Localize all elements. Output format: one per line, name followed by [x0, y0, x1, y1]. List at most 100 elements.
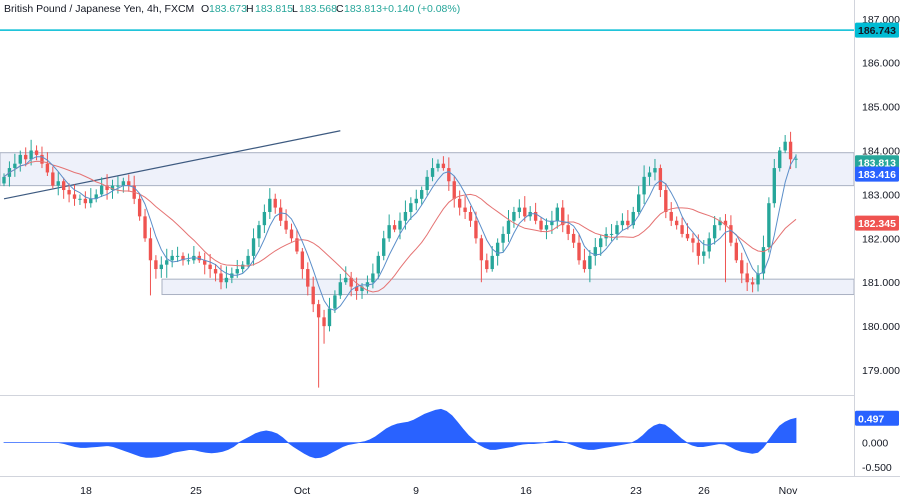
- candle: [311, 276, 315, 313]
- candle: [664, 183, 668, 219]
- trend-line: [3, 130, 341, 200]
- price-tick-label: 181.000: [862, 277, 900, 289]
- oscillator-value-badge: 0.497: [855, 410, 899, 426]
- candle: [783, 135, 787, 154]
- candle: [268, 188, 272, 220]
- candle: [349, 271, 353, 297]
- price-badge-ma-slow: 182.345: [855, 215, 899, 231]
- candle: [137, 194, 142, 221]
- price-axis[interactable]: 187.000186.000185.000184.000183.000182.0…: [862, 14, 900, 377]
- candle: [620, 213, 625, 231]
- candle: [457, 190, 462, 216]
- candle: [387, 214, 391, 242]
- candle: [631, 206, 635, 229]
- candle: [588, 249, 592, 283]
- candle: [295, 229, 299, 255]
- price-tick-label: 182.000: [862, 233, 900, 245]
- time-tick-label: 25: [190, 485, 202, 497]
- time-tick-label: 23: [630, 485, 642, 497]
- candle: [626, 210, 630, 230]
- time-axis[interactable]: 18 25 Oct 9 16 23 26 Nov: [80, 485, 798, 497]
- candle: [306, 262, 310, 296]
- legend-open-value: 183.673: [209, 3, 247, 15]
- candle: [316, 299, 321, 388]
- candle: [452, 176, 456, 208]
- oscillator-area: [3, 408, 797, 459]
- candle: [495, 238, 500, 266]
- legend-low-label: L: [292, 3, 298, 15]
- candle: [56, 172, 60, 196]
- svg-text:183.416: 183.416: [858, 169, 896, 181]
- candle: [647, 166, 652, 186]
- candle: [382, 230, 386, 261]
- candle: [523, 196, 527, 222]
- candle: [609, 224, 614, 241]
- candle: [224, 266, 229, 289]
- candle: [490, 245, 494, 272]
- candle: [246, 249, 250, 268]
- candle: [767, 197, 771, 253]
- candle: [485, 253, 489, 273]
- candle: [506, 210, 511, 242]
- svg-text:0.497: 0.497: [858, 413, 884, 425]
- candle: [441, 156, 446, 171]
- candle: [653, 158, 657, 181]
- candle: [430, 158, 435, 182]
- legend-close-label: C: [336, 3, 344, 15]
- candle: [577, 234, 581, 265]
- candle: [637, 186, 641, 215]
- price-zone: [161, 278, 855, 296]
- legend-close-value: 183.813: [344, 3, 382, 15]
- candle: [501, 226, 505, 252]
- candle: [409, 197, 413, 220]
- oscillator-axis[interactable]: 0.000 -0.500: [862, 438, 892, 474]
- candle: [544, 218, 549, 240]
- candle: [674, 216, 679, 230]
- candle: [376, 251, 380, 279]
- candle: [257, 220, 261, 248]
- candle: [539, 217, 543, 233]
- candle: [479, 234, 484, 283]
- candle: [219, 265, 223, 290]
- candle: [680, 217, 684, 238]
- candle: [61, 177, 66, 199]
- candle: [425, 170, 429, 196]
- candle: [414, 189, 418, 211]
- candle: [72, 184, 77, 206]
- candle: [213, 263, 218, 282]
- candle: [772, 158, 776, 208]
- time-tick-label: 16: [520, 485, 532, 497]
- candle: [83, 191, 88, 209]
- price-tick-label: 183.000: [862, 189, 900, 201]
- price-tick-label: 179.000: [862, 365, 900, 377]
- candle: [289, 223, 294, 242]
- candle: [436, 159, 440, 172]
- legend-open-label: O: [201, 3, 209, 15]
- candle: [175, 246, 180, 263]
- candlestick-series: [2, 131, 798, 388]
- candle: [338, 273, 343, 299]
- candle: [18, 150, 22, 172]
- svg-text:182.345: 182.345: [858, 218, 896, 230]
- candle: [186, 253, 191, 265]
- candle: [669, 202, 673, 227]
- candle: [512, 206, 516, 228]
- oscillator-tick-label: -0.500: [862, 462, 892, 474]
- candle: [89, 188, 93, 208]
- candle: [300, 247, 305, 279]
- oscillator-tick-label: 0.000: [862, 438, 888, 450]
- candle: [566, 214, 570, 241]
- price-tick-label: 185.000: [862, 102, 900, 114]
- candle: [561, 200, 565, 233]
- price-tick-label: 186.000: [862, 58, 900, 70]
- legend-high-label: H: [246, 3, 254, 15]
- candle: [691, 233, 695, 253]
- chart-legend: British Pound / Japanese Yen, 4h, FXCM O…: [4, 3, 460, 15]
- candle: [794, 154, 798, 169]
- candle: [262, 204, 267, 234]
- candle: [159, 256, 163, 278]
- candle: [40, 146, 44, 169]
